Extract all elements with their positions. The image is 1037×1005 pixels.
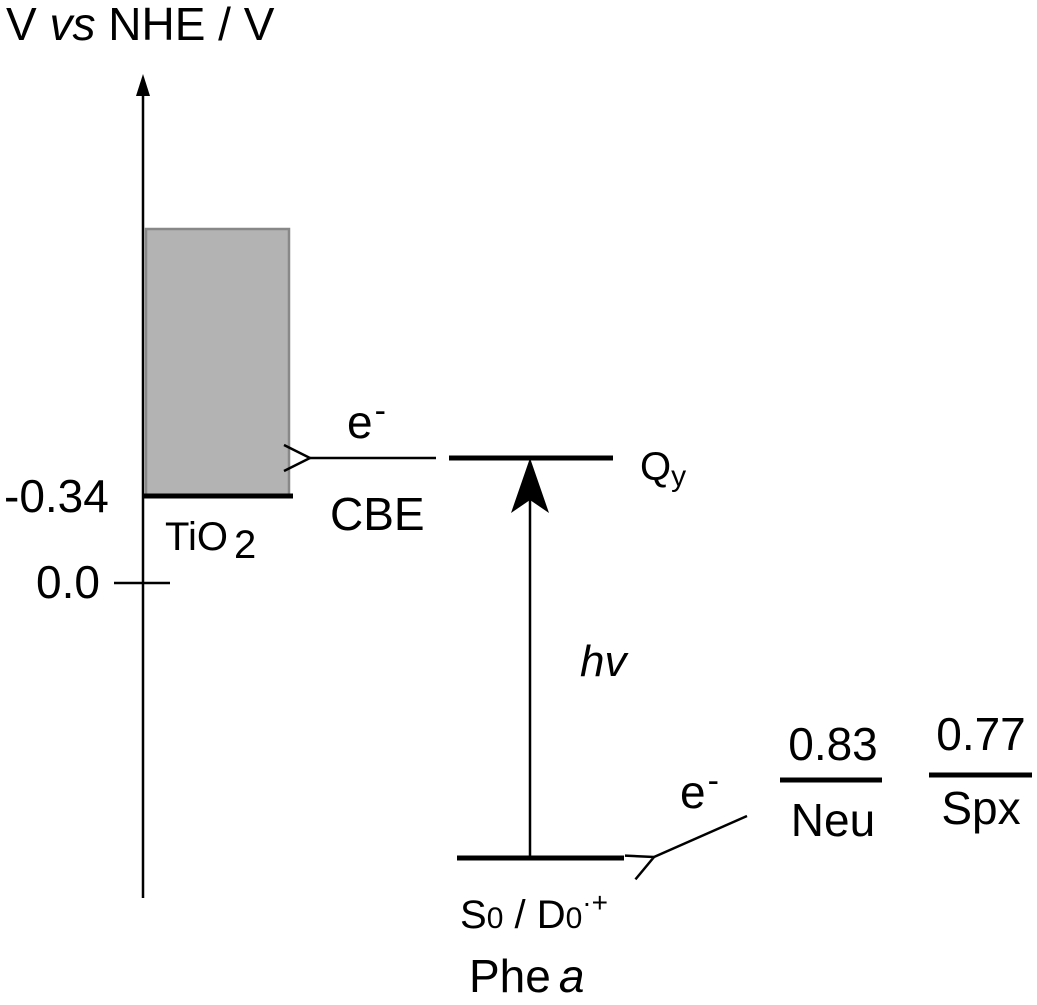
tio2-conduction-band (144, 227, 291, 497)
electron-label-top: e- (347, 392, 386, 448)
axis-arrow-head (136, 74, 150, 96)
tick-label-zero: 0.0 (36, 556, 100, 608)
spx-value: 0.77 (936, 708, 1026, 760)
qy-label: Qy (640, 445, 686, 493)
photon-label: hv (580, 637, 629, 686)
neu-value: 0.83 (788, 718, 878, 770)
excitation-arrow-head (511, 458, 549, 513)
tick-label-cbe: -0.34 (4, 470, 109, 522)
axis-title: V vs NHE / V (6, 0, 275, 50)
donor-electron-arrow (654, 814, 748, 857)
cbe-label: CBE (330, 488, 425, 540)
neu-label: Neu (791, 794, 875, 846)
electron-label-bottom: e- (680, 762, 719, 818)
molecule-label: Phe a (469, 950, 584, 1000)
spx-label: Spx (941, 782, 1020, 834)
tio2-label: TiO 2 (165, 515, 256, 567)
ground-level-label: S0 / D0·+ (460, 887, 608, 937)
